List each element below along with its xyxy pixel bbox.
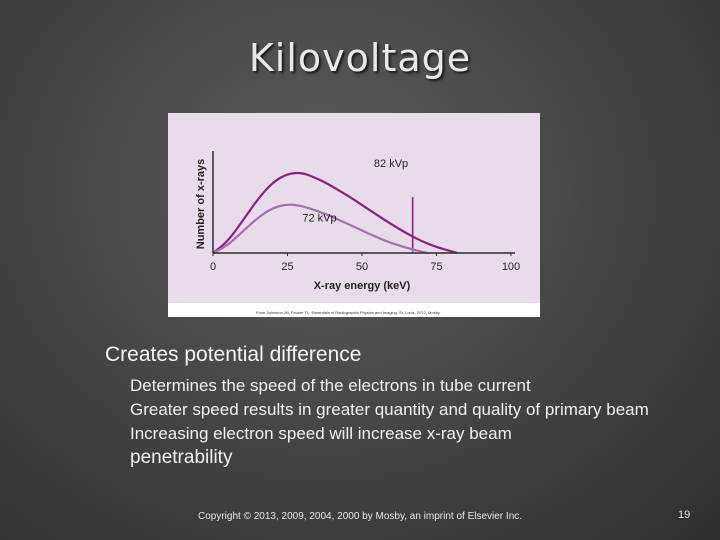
copyright-footer: Copyright © 2013, 2009, 2004, 2000 by Mo… — [198, 511, 523, 522]
series-line — [212, 171, 459, 255]
x-tick-label: 25 — [281, 261, 293, 273]
sub-bullet-text-tail: penetrability — [130, 447, 233, 468]
slide-title: Kilovoltage — [248, 36, 472, 80]
energy-spectrum-chart: 0 25 50 75 100 X-ray energy (keV) Number of x-… — [168, 113, 540, 315]
sub-bullet-text: Increasing electron speed will increase … — [130, 424, 512, 443]
chart-credit: From Johnston JN, Fauber TL: Essentials … — [256, 310, 441, 315]
x-tick-label: 0 — [210, 261, 216, 273]
chart-panel — [168, 113, 540, 303]
x-tick-label: 100 — [502, 261, 520, 273]
bullet-list: Creates potential difference Determines … — [78, 340, 658, 470]
sub-bullet: Greater speed results in greater quantit… — [78, 398, 658, 422]
sub-bullet: Determines the speed of the electrons in… — [78, 374, 658, 398]
x-tick-label: 75 — [430, 261, 442, 273]
main-bullet: Creates potential difference — [78, 340, 658, 370]
sub-bullet: Increasing electron speed will increase … — [78, 422, 658, 470]
y-axis-label: Number of x-rays — [195, 159, 207, 249]
chart-figure: 0 25 50 75 100 X-ray energy (keV) Number of x-… — [168, 113, 540, 317]
sub-bullet-text: Greater speed results in greater quantit… — [130, 400, 649, 419]
main-bullet-text: Creates potential difference — [105, 343, 362, 366]
page-number: 19 — [678, 509, 691, 521]
sub-bullet-text: Determines the speed of the electrons in… — [130, 376, 531, 395]
x-axis-label: X-ray energy (keV) — [314, 280, 411, 292]
series-line — [212, 203, 429, 255]
series-annotation: 72 kVp — [302, 213, 336, 225]
series-annotation: 82 kVp — [374, 158, 408, 170]
x-tick-label: 50 — [356, 261, 368, 273]
